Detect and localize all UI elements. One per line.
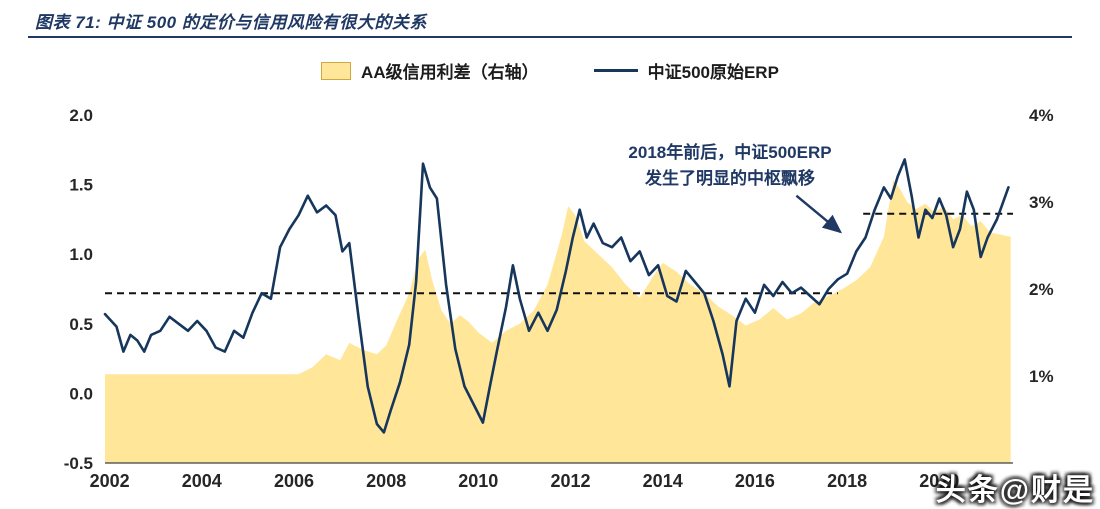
x-axis-tick-label: 2012 xyxy=(550,471,590,491)
annotation-line-1: 2018年前后，中证500ERP xyxy=(628,143,832,162)
x-axis-tick-label: 2002 xyxy=(90,471,130,491)
annotation-arrow-icon xyxy=(795,194,843,234)
x-axis-tick-label: 2014 xyxy=(643,471,683,491)
figure-title: 图表 71: 中证 500 的定价与信用风险有很大的关系 xyxy=(35,13,427,32)
chart-annotation: 2018年前后，中证500ERP 发生了明显的中枢飘移 xyxy=(580,140,880,191)
chart-canvas: 2.0 1.5 1.0 0.5 0.0 -0.5 4% 3% 2% 1% 2002 2004 2006 2… xyxy=(64,106,1054,491)
credit-spread-swatch-icon xyxy=(321,61,352,80)
legend-label-credit-spread: AA级信用利差（右轴） xyxy=(361,63,539,82)
right-axis-tick-label: 4% xyxy=(1029,106,1054,125)
legend-item-credit-spread: AA级信用利差（右轴） xyxy=(321,58,539,83)
left-axis-tick-label: 0.5 xyxy=(69,315,93,334)
x-axis-tick-label: 2016 xyxy=(735,471,775,491)
watermark: 头条@财是 xyxy=(935,474,1095,507)
left-axis-tick-label: -0.5 xyxy=(64,454,93,473)
x-axis-tick-label: 2010 xyxy=(458,471,498,491)
right-axis-tick-label: 3% xyxy=(1029,193,1054,212)
right-axis-tick-label: 2% xyxy=(1029,280,1054,299)
legend-label-erp: 中证500原始ERP xyxy=(647,63,779,82)
left-axis-tick-label: 1.5 xyxy=(69,176,93,195)
left-axis-tick-label: 2.0 xyxy=(69,106,93,125)
left-axis-tick-label: 1.0 xyxy=(69,245,93,264)
erp-line-swatch-icon xyxy=(593,69,638,72)
x-axis-tick-label: 2006 xyxy=(274,471,314,491)
credit-spread-area xyxy=(105,180,1011,464)
x-axis-tick-label: 2008 xyxy=(366,471,406,491)
right-axis-tick-label: 1% xyxy=(1029,367,1054,386)
erp-line xyxy=(103,158,1010,434)
x-axis-tick-label: 2020 xyxy=(919,471,959,491)
chart-legend: AA级信用利差（右轴） 中证500原始ERP xyxy=(0,58,1100,83)
annotation-line-2: 发生了明显的中枢飘移 xyxy=(645,168,815,188)
x-axis-tick-label: 2018 xyxy=(827,471,867,491)
title-underline xyxy=(28,36,1072,38)
legend-item-erp: 中证500原始ERP xyxy=(593,58,779,83)
x-axis-tick-label: 2004 xyxy=(182,471,222,491)
left-axis-tick-label: 0.0 xyxy=(69,384,93,403)
